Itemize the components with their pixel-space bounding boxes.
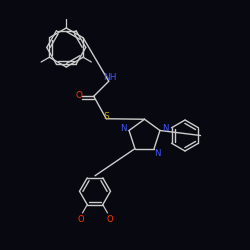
Text: O: O <box>106 216 113 224</box>
Text: O: O <box>75 91 82 100</box>
Text: S: S <box>104 112 109 121</box>
Text: O: O <box>77 216 84 224</box>
Text: N: N <box>154 148 160 158</box>
Text: NH: NH <box>103 73 117 82</box>
Text: N: N <box>162 124 168 133</box>
Text: N: N <box>120 124 127 133</box>
